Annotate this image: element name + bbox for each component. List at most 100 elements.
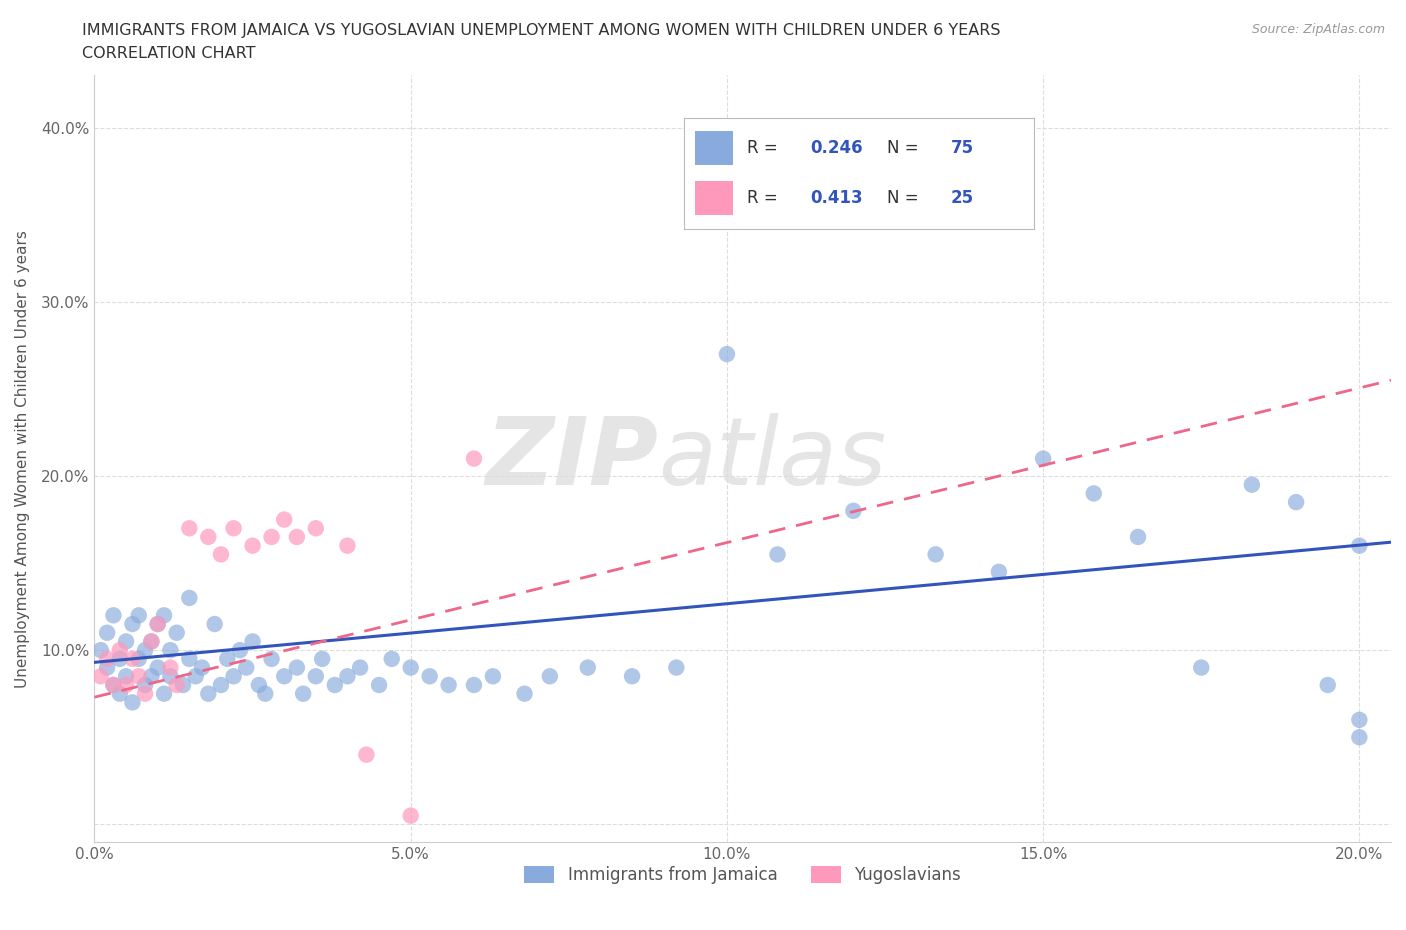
Point [665,660,688,675]
Point [209,547,232,562]
Point [766,547,789,562]
Point [513,686,536,701]
Point [273,512,295,527]
Point [399,808,422,823]
Point [134,643,156,658]
Point [197,686,219,701]
Legend: Immigrants from Jamaica, Yugoslavians: Immigrants from Jamaica, Yugoslavians [517,859,967,891]
Point [229,643,252,658]
Point [153,608,176,623]
Point [463,678,485,693]
Point [285,660,308,675]
Point [103,608,125,623]
Point [222,669,245,684]
Point [128,669,150,684]
Point [96,651,118,666]
Point [159,643,181,658]
Point [179,591,201,605]
Point [146,617,169,631]
Text: Source: ZipAtlas.com: Source: ZipAtlas.com [1251,23,1385,36]
Point [204,617,226,631]
Point [242,634,264,649]
Point [96,660,118,675]
Text: ZIP: ZIP [485,413,658,505]
Point [141,634,163,649]
Point [103,678,125,693]
Point [115,678,138,693]
Point [305,521,328,536]
Point [179,521,201,536]
Point [146,660,169,675]
Point [166,625,188,640]
Point [146,617,169,631]
Point [96,625,118,640]
Point [285,529,308,544]
Point [159,669,181,684]
Point [621,669,644,684]
Point [323,678,346,693]
Point [260,529,283,544]
Point [121,651,143,666]
Point [356,747,378,762]
Point [1032,451,1054,466]
Text: IMMIGRANTS FROM JAMAICA VS YUGOSLAVIAN UNEMPLOYMENT AMONG WOMEN WITH CHILDREN UN: IMMIGRANTS FROM JAMAICA VS YUGOSLAVIAN U… [82,23,1000,38]
Point [924,547,946,562]
Point [153,686,176,701]
Point [1083,486,1105,501]
Point [184,669,207,684]
Point [842,503,865,518]
Point [166,678,188,693]
Point [1316,678,1339,693]
Point [1126,529,1149,544]
Point [141,634,163,649]
Point [1348,712,1371,727]
Point [108,651,131,666]
Point [222,521,245,536]
Point [179,651,201,666]
Point [128,651,150,666]
Point [336,538,359,553]
Point [538,669,561,684]
Point [987,565,1010,579]
Point [368,678,391,693]
Point [217,651,239,666]
Point [103,678,125,693]
Text: CORRELATION CHART: CORRELATION CHART [82,46,254,61]
Point [191,660,214,675]
Point [90,643,112,658]
Point [128,608,150,623]
Point [381,651,404,666]
Point [1348,730,1371,745]
Point [209,678,232,693]
Point [1189,660,1212,675]
Point [399,660,422,675]
Point [463,451,485,466]
Point [260,651,283,666]
Point [141,669,163,684]
Point [716,347,738,362]
Point [311,651,333,666]
Point [121,617,143,631]
Point [305,669,328,684]
Point [349,660,371,675]
Point [292,686,315,701]
Y-axis label: Unemployment Among Women with Children Under 6 years: Unemployment Among Women with Children U… [15,230,30,687]
Point [336,669,359,684]
Point [482,669,505,684]
Point [1240,477,1263,492]
Point [1348,538,1371,553]
Point [90,669,112,684]
Point [419,669,441,684]
Point [121,695,143,710]
Point [172,678,194,693]
Point [242,538,264,553]
Point [197,529,219,544]
Point [576,660,599,675]
Point [1285,495,1308,510]
Point [134,686,156,701]
Point [254,686,277,701]
Point [115,634,138,649]
Point [247,678,270,693]
Point [437,678,460,693]
Text: atlas: atlas [658,413,887,504]
